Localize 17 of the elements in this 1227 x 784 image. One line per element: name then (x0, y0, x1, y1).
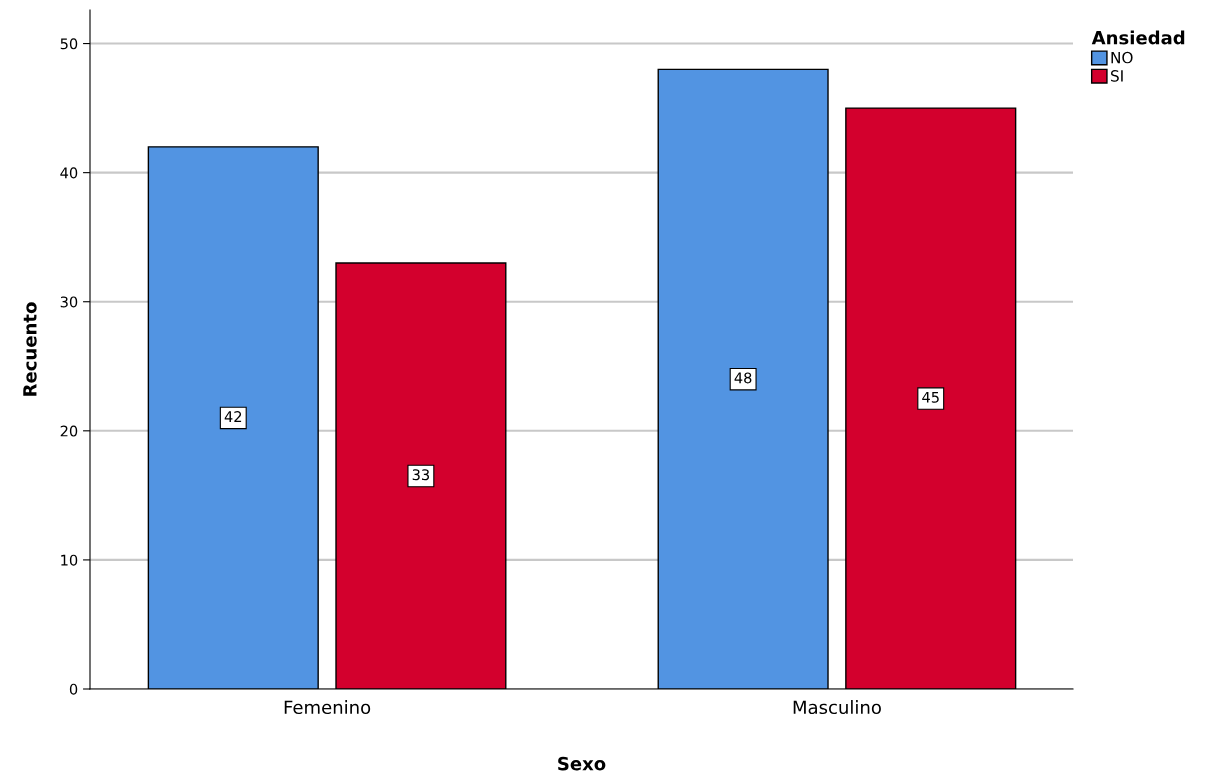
y-axis-title: Recuento (23, 302, 37, 396)
data-label: 33 (412, 469, 430, 481)
y-tick-label: 40 (60, 167, 78, 179)
data-label: 45 (922, 391, 939, 403)
legend-label: NO (1111, 51, 1133, 64)
data-label: 42 (224, 411, 242, 422)
x-tick-label: Masculino (793, 700, 881, 715)
y-tick-label: 10 (61, 554, 78, 566)
y-tick-label: 0 (69, 683, 78, 695)
x-axis-title: Sexo (558, 756, 606, 771)
y-tick-label: 20 (60, 425, 78, 437)
y-tick-label: 50 (60, 38, 78, 50)
y-tick-label: 30 (60, 296, 78, 308)
legend-label: SI (1111, 70, 1123, 82)
legend-title: Ansiedad (1091, 30, 1185, 45)
data-label: 48 (734, 372, 752, 384)
x-tick-label: Femenino (284, 700, 371, 715)
